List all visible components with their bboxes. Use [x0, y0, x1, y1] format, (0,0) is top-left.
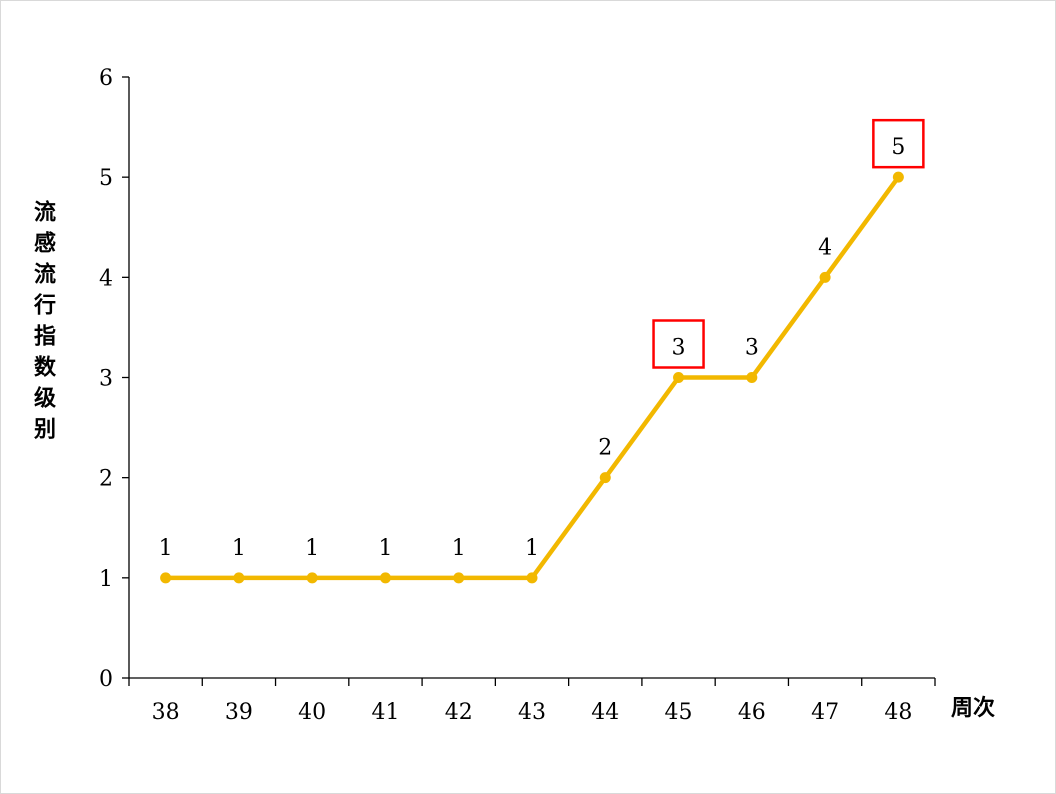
data-label: 5 [891, 135, 905, 160]
data-point [673, 372, 685, 383]
data-label: 4 [818, 235, 832, 260]
data-point [453, 572, 465, 584]
y-tick-label: 0 [99, 667, 113, 692]
x-tick-label: 48 [884, 700, 912, 725]
y-tick-label: 1 [99, 567, 113, 592]
highlight-box [872, 118, 925, 169]
data-label: 1 [525, 536, 539, 561]
data-point [379, 572, 391, 584]
y-tick-label: 5 [99, 166, 113, 191]
data-label: 2 [598, 436, 612, 461]
series-line [165, 175, 901, 581]
highlight-box [652, 319, 705, 369]
data-label: 1 [452, 536, 466, 561]
y-axis-label: 流感流行指数级别 [30, 200, 55, 448]
x-tick-label: 47 [811, 700, 839, 725]
x-tick-label: 42 [445, 700, 473, 725]
y-tick-label: 4 [99, 266, 113, 291]
data-label: 1 [305, 536, 319, 561]
x-tick-label: 43 [518, 700, 546, 725]
data-label: 1 [378, 536, 392, 561]
data-point [746, 372, 758, 383]
y-tick-label: 3 [99, 367, 113, 392]
data-point [233, 572, 245, 584]
data-point [160, 572, 172, 584]
data-point [892, 171, 904, 183]
data-point [306, 572, 318, 584]
x-tick-label: 39 [225, 700, 253, 725]
x-tick-label: 44 [591, 700, 619, 725]
x-tick-label: 41 [371, 700, 399, 725]
x-tick-label: 40 [298, 700, 326, 725]
data-label: 1 [232, 536, 246, 561]
y-tick-label: 2 [99, 467, 113, 492]
x-tick-label: 38 [152, 700, 180, 725]
data-label: 3 [745, 336, 759, 361]
data-label: 1 [159, 536, 173, 561]
y-tick-label: 6 [99, 66, 113, 91]
data-point [819, 271, 831, 283]
data-label: 3 [672, 336, 686, 361]
x-tick-label: 46 [738, 700, 766, 725]
x-tick-label: 45 [665, 700, 693, 725]
data-point [526, 572, 538, 584]
data-point [599, 472, 611, 484]
x-axis-label: 周次 [951, 696, 996, 721]
